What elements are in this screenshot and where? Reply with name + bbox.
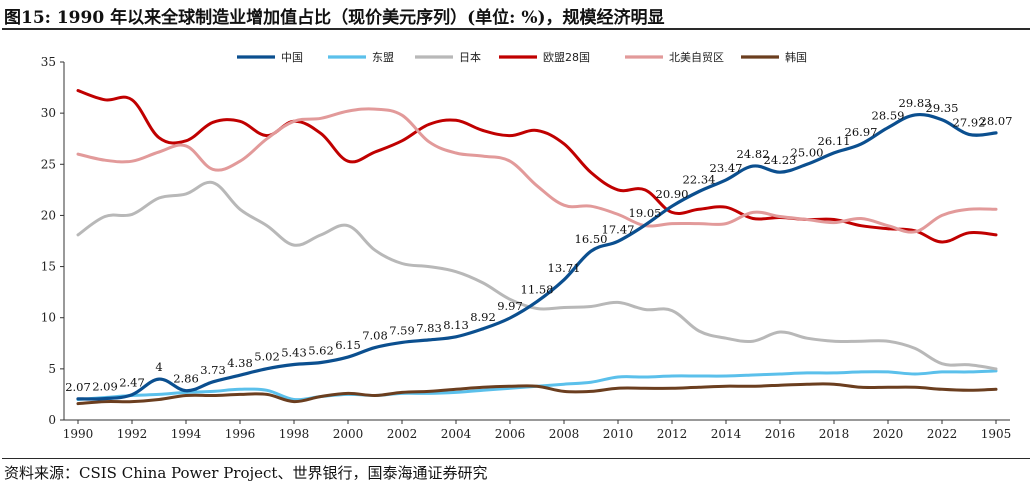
title-rule xyxy=(2,28,1030,30)
x-tick-label: 2002 xyxy=(387,427,418,441)
y-tick-label: 15 xyxy=(41,260,56,274)
data-label: 13.71 xyxy=(548,261,581,275)
series-line xyxy=(76,382,998,406)
data-label: 29.35 xyxy=(926,101,959,115)
x-tick-label: 2000 xyxy=(333,427,364,441)
legend-label: 北美自贸区 xyxy=(669,51,724,64)
data-label: 7.59 xyxy=(389,323,415,337)
y-tick-label: 10 xyxy=(41,311,56,325)
data-label: 24.23 xyxy=(764,153,797,167)
data-label: 16.50 xyxy=(575,232,608,246)
data-label: 2.07 xyxy=(65,380,91,394)
data-label: 23.47 xyxy=(710,161,743,175)
data-label: 17.47 xyxy=(602,222,635,236)
data-label: 25.00 xyxy=(791,145,824,159)
x-tick-label: 1994 xyxy=(171,427,202,441)
x-tick-label: 2018 xyxy=(819,427,850,441)
x-tick-label: 1996 xyxy=(225,427,256,441)
x-tick-label: 2014 xyxy=(711,427,742,441)
x-tick-label: 2004 xyxy=(441,427,472,441)
legend: 中国 东盟 日本 欧盟28国 北美自贸区 韩国 xyxy=(237,50,807,64)
y-tick-label: 20 xyxy=(41,208,56,222)
series-lines xyxy=(76,89,998,406)
data-label: 2.86 xyxy=(173,372,199,386)
data-label: 7.83 xyxy=(416,321,442,335)
data-label: 19.05 xyxy=(629,206,662,220)
footer-rule xyxy=(2,458,1030,459)
data-label: 8.92 xyxy=(470,310,496,324)
data-label: 8.13 xyxy=(443,318,469,332)
data-label: 28.07 xyxy=(980,114,1013,128)
data-label: 29.83 xyxy=(899,96,932,110)
data-label: 5.43 xyxy=(281,345,307,359)
source-note: 资料来源：CSIS China Power Project、世界银行，国泰海通证… xyxy=(4,464,488,482)
data-label: 28.59 xyxy=(872,109,905,123)
x-tick-label: 2006 xyxy=(495,427,526,441)
data-label: 20.90 xyxy=(656,187,689,201)
x-tick-label: 1998 xyxy=(279,427,310,441)
y-tick-label: 5 xyxy=(48,362,56,376)
data-label: 26.97 xyxy=(845,125,878,139)
data-label: 6.15 xyxy=(335,338,361,352)
data-label: 5.62 xyxy=(308,344,334,358)
y-tick-label: 0 xyxy=(48,413,56,427)
x-tick-label: 2010 xyxy=(603,427,634,441)
data-label: 27.92 xyxy=(953,115,986,129)
data-label: 5.02 xyxy=(254,350,280,364)
data-label: 11.58 xyxy=(521,283,554,297)
data-label: 2.09 xyxy=(92,380,118,394)
data-labels: 2.07 2.09 2.47 4 2.863.73 4.38 5.02 5.43 5.62 6.1… xyxy=(65,96,1012,394)
legend-label: 中国 xyxy=(281,51,303,64)
x-tick-label: 1905 xyxy=(981,427,1012,441)
series-line xyxy=(76,107,998,234)
legend-label: 韩国 xyxy=(785,50,807,64)
data-label: 9.97 xyxy=(497,299,523,313)
series-line xyxy=(76,180,998,371)
data-label: 7.08 xyxy=(362,329,388,343)
x-tick-label: 1990 xyxy=(63,427,94,441)
axes: 0 5 10 15 20 25 30 35 1990 1992 1994 1996 1998 2000 20… xyxy=(41,55,1012,441)
legend-label: 东盟 xyxy=(372,51,394,64)
y-tick-label: 30 xyxy=(41,106,56,120)
data-label: 2.47 xyxy=(119,376,145,390)
legend-label: 欧盟28国 xyxy=(543,51,590,64)
x-tick-label: 2016 xyxy=(765,427,796,441)
series-line xyxy=(76,112,998,401)
x-tick-label: 2008 xyxy=(549,427,580,441)
y-tick-label: 35 xyxy=(41,55,56,69)
data-label: 4.38 xyxy=(227,356,253,370)
x-tick-label: 2012 xyxy=(657,427,688,441)
chart-title: 图15: 1990 年以来全球制造业增加值占比（现价美元序列）(单位: %)，规… xyxy=(4,8,665,28)
data-label: 4 xyxy=(155,360,162,374)
x-tick-label: 1992 xyxy=(117,427,148,441)
x-tick-label: 2022 xyxy=(927,427,958,441)
data-label: 22.34 xyxy=(683,172,716,186)
data-label: 3.73 xyxy=(200,363,226,377)
y-tick-label: 25 xyxy=(41,157,56,171)
x-tick-label: 2020 xyxy=(873,427,904,441)
legend-label: 日本 xyxy=(459,50,481,64)
data-label: 26.11 xyxy=(818,134,851,148)
data-label: 24.82 xyxy=(737,147,770,161)
